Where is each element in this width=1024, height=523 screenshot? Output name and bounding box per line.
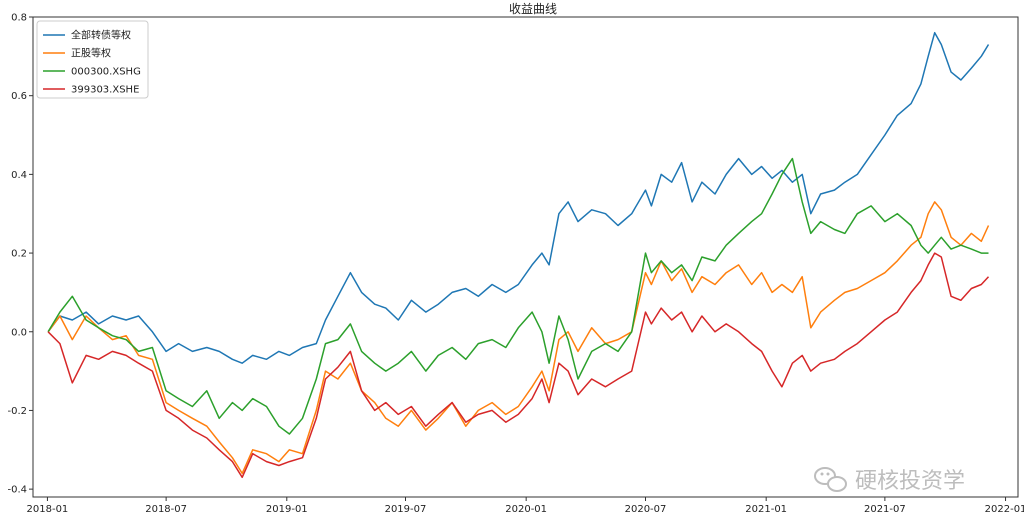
watermark-text: 硬核投资学 — [855, 469, 965, 494]
y-tick-label: 0.8 — [11, 13, 27, 24]
x-tick-label: 2018-07 — [145, 504, 187, 515]
x-tick-label: 2020-07 — [625, 504, 667, 515]
x-tick-label: 2022-01 — [985, 504, 1024, 515]
x-tick-label: 2021-01 — [745, 504, 787, 515]
legend-label: 正股等权 — [71, 47, 111, 60]
legend-label: 399303.XSHE — [71, 85, 139, 96]
y-axis: -0.4 -0.2 0.0 0.2 0.4 0.6 0.8 — [7, 13, 33, 496]
series-line-2 — [47, 157, 989, 435]
x-tick-label: 2020-01 — [505, 504, 547, 515]
series-line-0 — [47, 31, 990, 364]
x-tick-label: 2018-01 — [27, 504, 69, 515]
y-tick-label: 0.6 — [11, 91, 27, 102]
y-tick-label: -0.2 — [7, 406, 27, 417]
legend-label: 全部转债等权 — [71, 29, 131, 42]
chart-title: 收益曲线 — [509, 2, 557, 16]
x-tick-label: 2019-01 — [266, 504, 308, 515]
y-tick-label: 0.4 — [11, 170, 27, 181]
series-line-1 — [47, 201, 990, 475]
y-tick-label: -0.4 — [7, 485, 27, 496]
x-tick-label: 2019-07 — [385, 504, 427, 515]
x-axis: 2018-01 2018-07 2019-01 2019-07 2020-01 2020-… — [27, 497, 1024, 515]
y-tick-label: 0.0 — [11, 327, 27, 338]
series-layer — [47, 31, 990, 479]
wechat-icon — [814, 467, 847, 492]
x-tick-label: 2021-07 — [864, 504, 906, 515]
legend-box — [36, 20, 149, 99]
y-tick-label: 0.2 — [11, 249, 27, 260]
legend-label: 000300.XSHG — [71, 67, 141, 78]
watermark: 硬核投资学 — [814, 467, 965, 494]
plot-frame — [32, 16, 1019, 498]
series-line-3 — [47, 252, 990, 479]
